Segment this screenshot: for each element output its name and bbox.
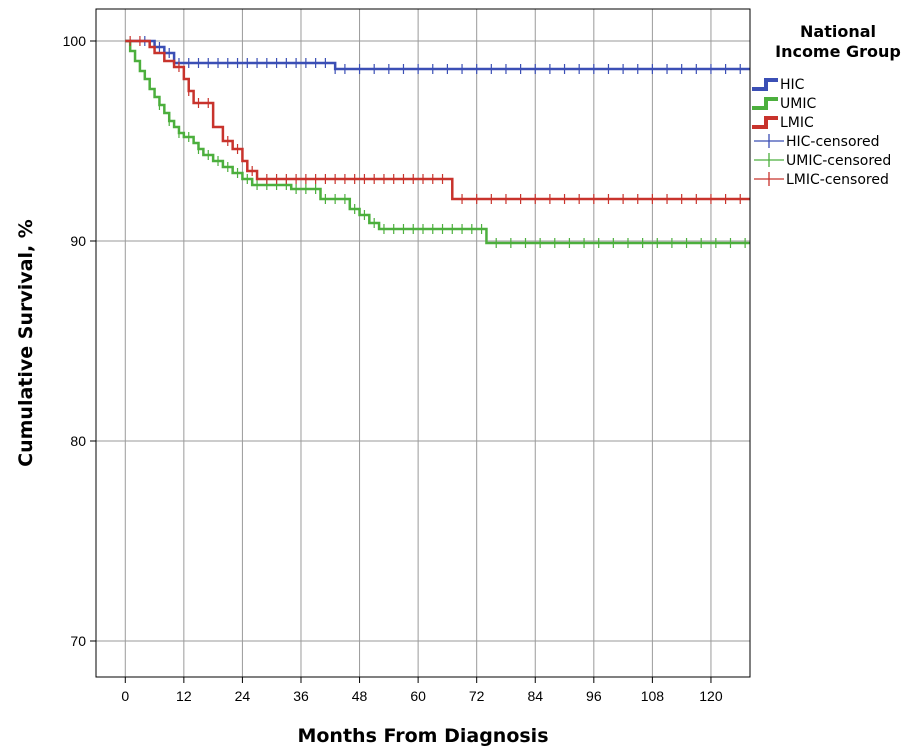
y-tick-label: 100 (63, 33, 87, 49)
series-line-lmic (125, 39, 750, 201)
x-tick-label: 48 (352, 688, 368, 704)
x-tick-label: 60 (410, 688, 426, 704)
x-tick-label: 24 (235, 688, 251, 704)
y-tick-label: 90 (70, 233, 86, 249)
legend-swatch-umic (752, 97, 778, 110)
x-tick-label: 84 (527, 688, 543, 704)
x-tick-label: 108 (641, 688, 665, 704)
legend-censor-label-hic: HIC-censored (786, 134, 879, 150)
x-tick-label: 12 (176, 688, 192, 704)
x-tick-label: 120 (699, 688, 723, 704)
legend-censor-swatch-umic (754, 153, 784, 167)
legend-swatch-hic (752, 78, 778, 91)
x-tick-label: 96 (586, 688, 602, 704)
y-tick-label: 70 (70, 633, 86, 649)
x-tick-label: 72 (469, 688, 485, 704)
y-axis-title: Cumulative Survival, % (15, 219, 37, 467)
series-layer (125, 36, 750, 248)
legend-censor-swatch-lmic (754, 172, 784, 186)
gridlines (96, 9, 750, 677)
legend-swatch-lmic (752, 116, 778, 129)
legend-censor-label-lmic: LMIC-censored (786, 172, 889, 188)
legend-label-hic: HIC (780, 77, 805, 93)
legend-title-line1: National (800, 22, 876, 41)
x-axis-title: Months From Diagnosis (297, 725, 548, 747)
legend-censor-swatch-hic (754, 134, 784, 148)
y-tick-label: 80 (70, 433, 86, 449)
legend-items: HIC UMIC LMIC HIC-censored UMIC-censored LMIC… (752, 77, 891, 188)
axis-ticks: 0 12 24 36 48 60 72 84 96 108 120 70 80 90 100 (63, 33, 723, 704)
plot-frame (95, 8, 751, 678)
x-tick-label: 36 (293, 688, 309, 704)
legend-label-umic: UMIC (780, 96, 816, 112)
legend-censor-label-umic: UMIC-censored (786, 153, 891, 169)
legend: National Income Group HIC UMIC LMIC HIC-cen… (752, 22, 901, 188)
legend-label-lmic: LMIC (780, 115, 814, 131)
legend-title-line2: Income Group (775, 42, 901, 61)
x-tick-label: 0 (121, 688, 129, 704)
